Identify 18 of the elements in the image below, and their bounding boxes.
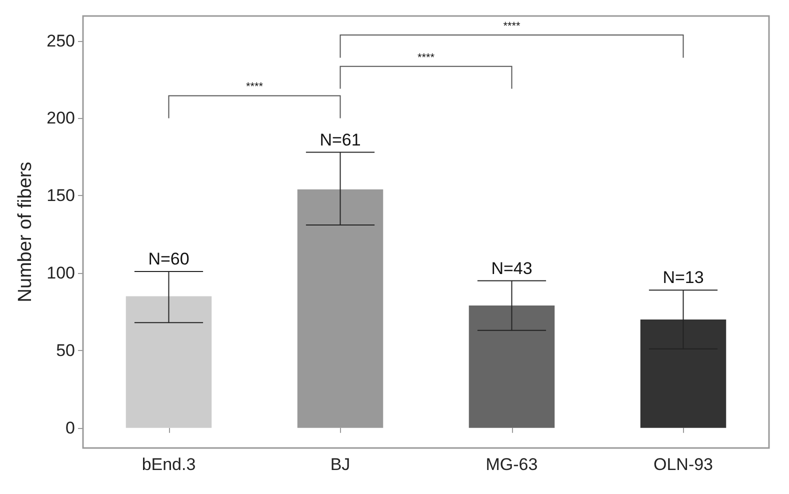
annotation: ****	[246, 81, 264, 94]
annotation: N=61	[320, 130, 361, 150]
y-tick-label: 100	[46, 264, 75, 283]
y-tick-label: 50	[56, 340, 75, 360]
annotation: ****	[503, 20, 522, 33]
y-tick-label: 200	[46, 108, 75, 128]
annotation: N=13	[662, 268, 704, 288]
x-tick-label: bEnd.3	[142, 455, 196, 474]
y-tick-label: 150	[46, 186, 75, 206]
y-axis-title: Number of fibers	[15, 162, 36, 302]
x-tick-label: OLN-93	[653, 455, 714, 474]
x-tick-label: BJ	[330, 455, 350, 474]
annotation: N=43	[491, 258, 532, 278]
x-tick-label: MG-63	[486, 455, 538, 474]
y-tick-label: 250	[46, 31, 75, 50]
annotation: ****	[417, 52, 436, 64]
annotation: N=60	[148, 249, 190, 268]
y-tick-label: 0	[66, 418, 75, 438]
